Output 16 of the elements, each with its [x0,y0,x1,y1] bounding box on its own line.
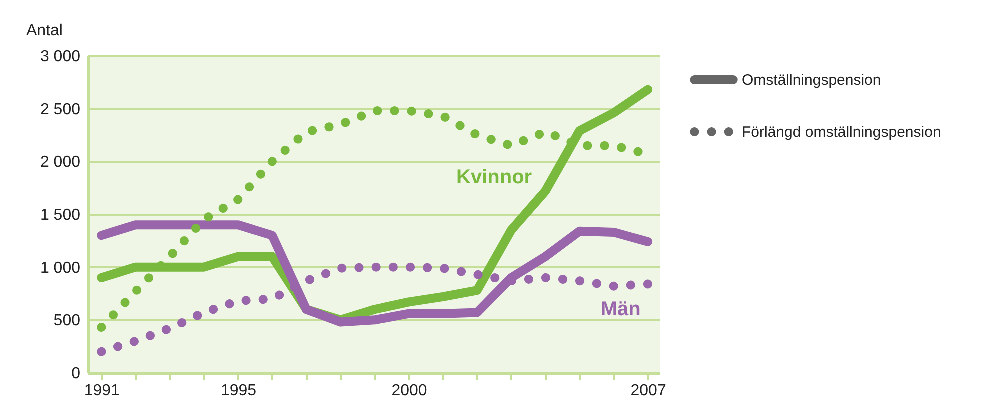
text: Omställningspension [742,72,882,89]
y-tick-label: 1 000 [40,260,81,277]
y-tick-label: 3 000 [40,48,81,66]
text: Förlängd omställningspension [742,124,942,141]
x-tick-label: 1995 [220,382,257,400]
text: Män [600,298,641,320]
y-tick-label: 500 [54,312,81,330]
y-axis-title: Antal [26,22,63,40]
y-tick-label: 2 500 [40,101,81,118]
y-tick-label: 1 500 [40,207,81,224]
y-tick-label: 2 000 [40,154,81,172]
series-label: Kvinnor [456,166,532,189]
x-tick-label: 2007 [630,382,666,400]
y-tick-label: 0 [72,366,81,382]
x-tick-label: 1991 [84,382,120,400]
x-tick-label: 2000 [392,382,428,400]
